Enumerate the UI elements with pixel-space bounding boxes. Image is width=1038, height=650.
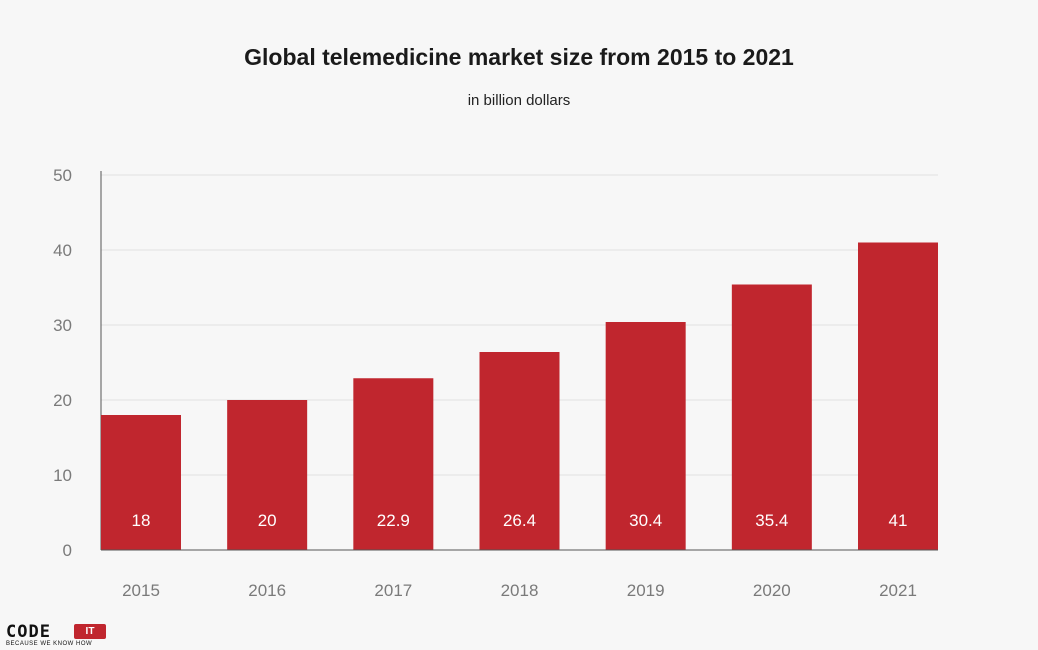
x-tick-label-2020: 2020 <box>753 581 791 600</box>
bar-2019 <box>605 322 686 550</box>
x-tick-label-2019: 2019 <box>627 581 665 600</box>
x-tick-label-2018: 2018 <box>501 581 539 600</box>
chart-subtitle: in billion dollars <box>467 92 571 109</box>
chart-title: Global telemedicine market size from 201… <box>244 44 794 70</box>
y-tick-label: 0 <box>63 541 72 560</box>
logo-badge: IT <box>74 624 106 639</box>
y-tick-label: 20 <box>53 391 72 410</box>
x-tick-label-2017: 2017 <box>374 581 412 600</box>
x-tick-label-2021: 2021 <box>879 581 917 600</box>
bar-2021 <box>858 242 938 550</box>
bar-2018 <box>479 352 560 550</box>
data-label-2018: 26.4 <box>503 511 536 530</box>
y-tick-label: 30 <box>53 316 72 335</box>
data-label-2017: 22.9 <box>377 511 410 530</box>
logo-tagline: BECAUSE WE KNOW HOW <box>6 641 93 647</box>
data-label-2016: 20 <box>258 511 277 530</box>
x-tick-label-2015: 2015 <box>122 581 160 600</box>
data-label-2019: 30.4 <box>629 511 662 530</box>
data-label-2020: 35.4 <box>755 511 788 530</box>
bar-2015 <box>101 415 181 550</box>
code-it-logo: CODE IT BECAUSE WE KNOW HOW <box>6 623 110 649</box>
x-tick-label-2016: 2016 <box>248 581 286 600</box>
data-label-2015: 18 <box>132 511 151 530</box>
y-tick-label: 10 <box>53 466 72 485</box>
data-label-2021: 41 <box>889 511 908 530</box>
logo-word: CODE <box>6 622 51 642</box>
y-tick-label: 40 <box>53 241 72 260</box>
bar-2017 <box>353 378 434 550</box>
bar-2020 <box>731 284 812 550</box>
y-tick-label: 50 <box>53 166 72 185</box>
bar-2016 <box>227 400 308 550</box>
